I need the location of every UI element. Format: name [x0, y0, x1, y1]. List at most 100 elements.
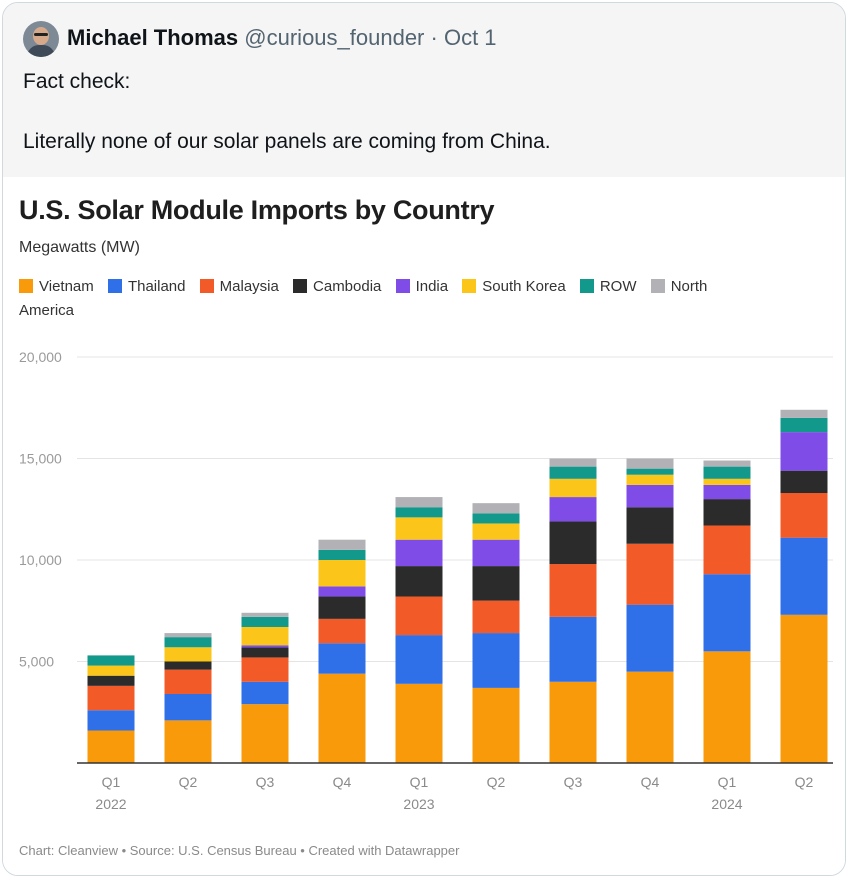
legend-label-north: North [670, 278, 708, 295]
bar-row-3 [241, 616, 289, 627]
bar-north-america-6 [472, 503, 520, 514]
bar-thailand-10 [780, 537, 828, 615]
legend-swatch-vietnam [19, 279, 33, 293]
tweet-text-line-2: Literally none of our solar panels are c… [23, 130, 551, 153]
bar-india-5 [395, 539, 443, 567]
bar-north-america-4 [318, 539, 366, 550]
legend-swatch-south-korea [462, 279, 477, 293]
bar-south-korea-8 [626, 474, 674, 485]
bar-vietnam-3 [241, 704, 289, 763]
bar-row-4 [318, 549, 366, 560]
bar-thailand-7 [549, 616, 597, 682]
bar-vietnam-6 [472, 687, 520, 763]
bar-thailand-1 [87, 710, 135, 731]
bar-thailand-8 [626, 604, 674, 672]
bar-cambodia-1 [87, 675, 135, 686]
bar-malaysia-10 [780, 493, 828, 538]
bar-thailand-5 [395, 635, 443, 684]
bar-south-korea-5 [395, 517, 443, 540]
bar-cambodia-2 [164, 661, 212, 670]
bar-north-america-10 [780, 409, 828, 418]
legend-item-south-korea: South Korea [462, 275, 566, 299]
y-tick-label: 15,000 [19, 451, 62, 467]
y-tick-label: 5,000 [19, 654, 54, 670]
legend-item-malaysia: Malaysia [199, 275, 279, 299]
chart-title: U.S. Solar Module Imports by Country [19, 195, 495, 225]
y-tick-label: 20,000 [19, 349, 62, 365]
tweet-header: Michael Thomas @curious_founder · Oct 1 … [3, 3, 845, 177]
legend-swatch-india [395, 279, 410, 293]
author-name[interactable]: Michael Thomas [67, 25, 239, 50]
legend-label-vietnam: Vietnam [39, 278, 94, 295]
bar-malaysia-6 [472, 600, 520, 634]
avatar[interactable] [23, 21, 59, 57]
legend-label-south-korea: South Korea [482, 278, 566, 295]
x-tick-label: Q1 [410, 774, 429, 790]
bar-south-korea-7 [549, 478, 597, 498]
legend-item-vietnam: Vietnam [19, 275, 94, 299]
legend-swatch-thailand [107, 279, 122, 293]
bar-vietnam-4 [318, 673, 366, 763]
bar-thailand-9 [703, 574, 751, 652]
x-tick-year-label: 2022 [95, 796, 126, 812]
bar-south-korea-4 [318, 560, 366, 587]
legend-label-india: India [415, 278, 449, 295]
bar-north-america-9 [703, 460, 751, 467]
bar-malaysia-4 [318, 618, 366, 644]
meta-separator: · [430, 25, 438, 50]
bar-cambodia-10 [780, 470, 828, 494]
legend-item-india: India [395, 275, 449, 299]
bar-north-america-3 [241, 612, 289, 617]
bar-malaysia-9 [703, 525, 751, 575]
bar-cambodia-8 [626, 507, 674, 544]
legend-item-thailand: Thailand [107, 275, 186, 299]
bar-malaysia-1 [87, 685, 135, 711]
tweet-date[interactable]: Oct 1 [443, 25, 497, 50]
x-tick-label: Q1 [718, 774, 737, 790]
bar-malaysia-5 [395, 596, 443, 636]
bar-cambodia-4 [318, 596, 366, 619]
chart-y-label: Megawatts (MW) [19, 239, 140, 256]
x-tick-label: Q2 [487, 774, 506, 790]
legend-swatch-north-america [650, 279, 665, 293]
legend-item-north-america: North America [19, 278, 707, 319]
tweet-meta: Michael Thomas @curious_founder · Oct 1 [67, 25, 497, 51]
bar-south-korea-2 [164, 647, 212, 662]
bar-vietnam-7 [549, 681, 597, 763]
bar-north-america-8 [626, 458, 674, 469]
legend-label-america: America [19, 302, 75, 319]
tweet-text-line-1: Fact check: [23, 70, 131, 93]
bar-row-9 [703, 466, 751, 479]
bar-india-9 [703, 484, 751, 500]
bar-vietnam-8 [626, 671, 674, 763]
x-tick-label: Q3 [564, 774, 583, 790]
x-tick-label: Q4 [333, 774, 352, 790]
bar-cambodia-7 [549, 521, 597, 565]
bar-thailand-6 [472, 633, 520, 688]
bar-south-korea-6 [472, 523, 520, 540]
tweet-card[interactable]: Michael Thomas @curious_founder · Oct 1 … [2, 2, 846, 876]
bar-row-2 [164, 637, 212, 648]
bar-plot: 5,000 10,000 15,000 20,000 Q1 2022 Q2 Q3 Q4 Q1 202… [19, 349, 833, 812]
legend-item-row: ROW [579, 275, 637, 299]
bar-india-3 [241, 645, 289, 648]
bar-south-korea-1 [87, 665, 135, 676]
legend-item-cambodia: Cambodia [293, 275, 381, 299]
bar-vietnam-5 [395, 683, 443, 763]
author-handle[interactable]: @curious_founder [244, 25, 425, 50]
x-tick-label: Q2 [795, 774, 814, 790]
legend-label-thailand: Thailand [127, 278, 186, 295]
bar-vietnam-1 [87, 730, 135, 763]
bar-india-10 [780, 432, 828, 471]
bar-vietnam-9 [703, 651, 751, 763]
bar-row-10 [780, 417, 828, 433]
bar-south-korea-3 [241, 626, 289, 646]
chart-footer: Chart: Cleanview • Source: U.S. Census B… [19, 843, 460, 858]
bar-row-6 [472, 513, 520, 524]
bar-row-7 [549, 466, 597, 479]
tweet-text: Fact check: Literally none of our solar … [23, 67, 551, 157]
chart-image[interactable]: U.S. Solar Module Imports by Country Meg… [3, 177, 845, 875]
bar-thailand-4 [318, 643, 366, 674]
bar-north-america-7 [549, 458, 597, 467]
bar-india-8 [626, 484, 674, 508]
